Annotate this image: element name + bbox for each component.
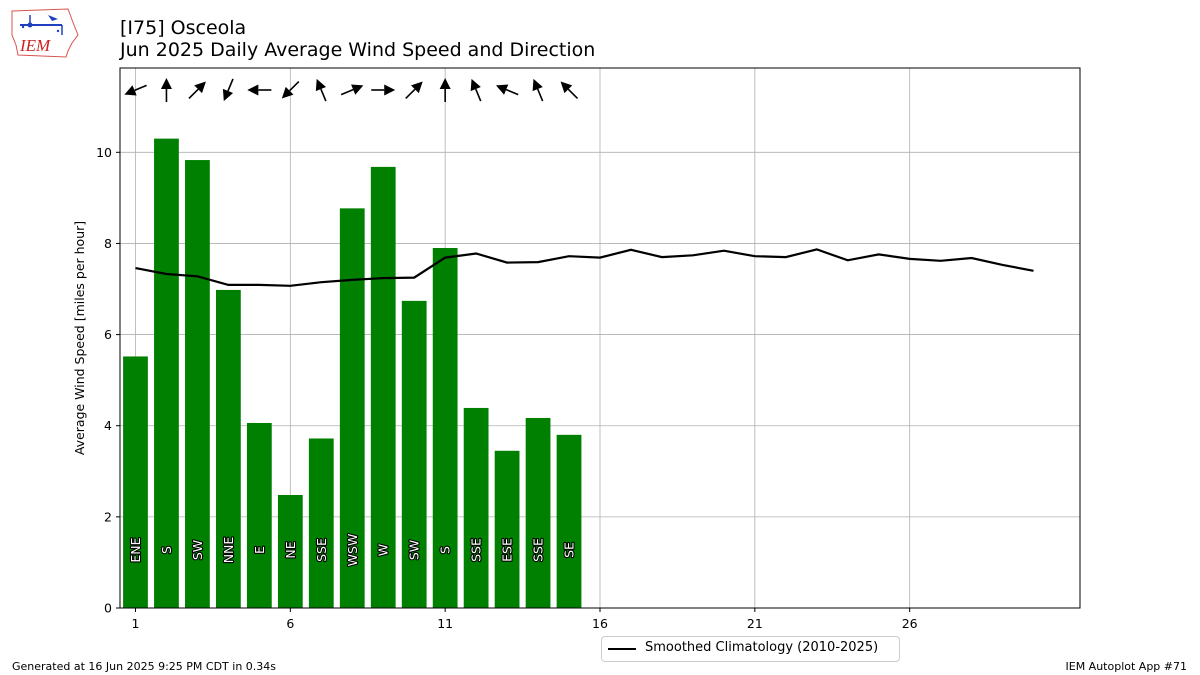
direction-arrow-shaft — [405, 88, 416, 100]
wind-speed-bar — [556, 434, 582, 608]
direction-arrow-head — [160, 78, 172, 89]
bars — [123, 138, 582, 608]
direction-arrow-head — [384, 84, 396, 96]
direction-arrow-head — [532, 78, 543, 92]
direction-label: ESE — [500, 538, 515, 562]
direction-label: S — [159, 546, 174, 554]
direction-label: SSE — [531, 538, 546, 562]
wind-speed-bar — [216, 289, 241, 608]
direction-label: SSE — [314, 538, 329, 562]
direction-arrow-shaft — [188, 88, 199, 100]
y-tick-label: 4 — [104, 418, 112, 433]
direction-arrow-shaft — [475, 88, 482, 102]
generated-timestamp: Generated at 16 Jun 2025 9:25 PM CDT in … — [12, 660, 277, 673]
wind-speed-bar — [432, 248, 458, 608]
wind-speed-bar — [525, 417, 551, 608]
direction-label: SW — [190, 540, 205, 560]
wind-speed-bar — [277, 494, 303, 608]
direction-arrow-head — [411, 81, 423, 94]
wind-speed-bar — [154, 138, 179, 608]
y-axis-label: Average Wind Speed [miles per hour] — [72, 221, 87, 455]
direction-label: SSE — [469, 538, 484, 562]
direction-labels: ENE S SW NNE E NE SSE WSW W SW S SSE ESE SSE SE — [127, 533, 578, 568]
x-tick-label: 1 — [132, 616, 140, 631]
direction-arrow-head — [194, 81, 206, 94]
direction-arrow-head — [439, 78, 451, 89]
wind-speed-bar — [370, 166, 396, 608]
iem-logo: IEM — [11, 8, 79, 58]
chart-subtitle: Jun 2025 Daily Average Wind Speed and Di… — [120, 39, 596, 61]
direction-label: SE — [562, 542, 577, 558]
direction-label: NNE — [221, 537, 236, 564]
x-tick-label: 6 — [286, 616, 294, 631]
y-tick-label: 8 — [104, 236, 112, 251]
wind-speed-bar — [339, 208, 365, 608]
direction-arrow-head — [470, 78, 481, 92]
wind-speed-bar — [463, 407, 489, 608]
direction-arrow-head — [222, 88, 234, 102]
direction-label: ENE — [128, 537, 143, 562]
logo-text: IEM — [19, 36, 51, 55]
wind-speed-bar — [246, 422, 272, 608]
x-tick-label: 21 — [747, 616, 763, 631]
legend-label: Smoothed Climatology (2010-2025) — [645, 640, 879, 655]
x-tick-label: 26 — [902, 616, 918, 631]
direction-arrow-head — [496, 84, 509, 95]
direction-label: NE — [283, 541, 298, 558]
direction-label: W — [376, 544, 391, 556]
direction-label: SW — [407, 540, 422, 560]
direction-arrow-shaft — [340, 88, 354, 96]
y-tick-label: 10 — [96, 145, 112, 160]
legend-line-swatch — [608, 648, 636, 650]
x-tick-label: 11 — [437, 616, 453, 631]
wind-speed-bar — [401, 300, 427, 608]
climatology-line — [135, 248, 1034, 287]
direction-arrow-shaft — [134, 84, 147, 92]
direction-arrow-shaft — [536, 88, 544, 102]
direction-arrow-head — [351, 84, 364, 95]
wind-speed-bar — [185, 160, 210, 608]
direction-arrow-head — [247, 84, 259, 96]
y-tick-label: 2 — [104, 509, 112, 524]
wind-speed-bar — [308, 438, 334, 608]
direction-label: WSW — [345, 534, 360, 567]
app-credit: IEM Autoplot App #71 — [1065, 660, 1188, 673]
direction-arrow-head — [124, 85, 137, 96]
wind-speed-bar — [494, 450, 520, 608]
direction-arrow-head — [315, 78, 326, 92]
x-tick-label: 16 — [592, 616, 608, 631]
direction-arrow-head — [560, 81, 573, 94]
chart-title: [I75] Osceola — [120, 17, 247, 39]
wind-speed-bar — [123, 356, 148, 608]
legend: Smoothed Climatology (2010-2025) — [601, 636, 900, 662]
direction-arrow-shaft — [320, 88, 327, 102]
direction-arrows — [124, 78, 579, 102]
direction-label: S — [438, 546, 453, 554]
direction-arrow-shaft — [567, 88, 579, 100]
direction-arrow-shaft — [505, 88, 519, 96]
direction-arrow-shaft — [227, 78, 234, 92]
y-tick-label: 6 — [104, 327, 112, 342]
y-tick-label: 0 — [104, 601, 112, 616]
direction-arrow-shaft — [289, 80, 300, 92]
direction-arrow-head — [281, 86, 294, 99]
direction-label: E — [252, 546, 267, 554]
